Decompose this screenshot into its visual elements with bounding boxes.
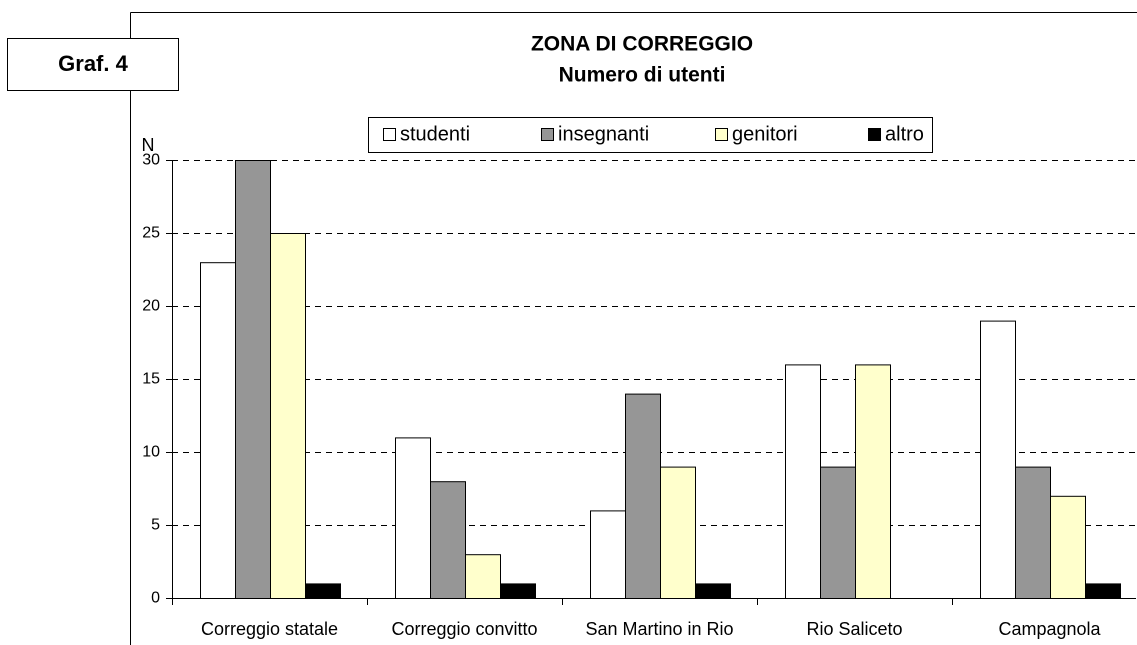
label-box bbox=[7, 38, 179, 91]
y-axis-label: N bbox=[142, 135, 155, 155]
bar bbox=[590, 510, 626, 599]
bar bbox=[695, 583, 731, 600]
legend-label: insegnanti bbox=[558, 123, 649, 145]
bar bbox=[430, 481, 466, 600]
bar bbox=[305, 583, 341, 600]
bar bbox=[980, 320, 1016, 599]
y-tick-label: 20 bbox=[142, 298, 160, 315]
x-tick-label: Correggio convitto bbox=[391, 619, 537, 639]
x-tick-label: Correggio statale bbox=[201, 619, 338, 639]
x-tick-label: Rio Saliceto bbox=[806, 619, 902, 639]
bar bbox=[785, 364, 821, 599]
bar bbox=[820, 466, 856, 599]
y-tick-label: 0 bbox=[151, 590, 160, 607]
bar bbox=[235, 160, 271, 599]
bar bbox=[465, 554, 501, 600]
legend-swatch bbox=[541, 128, 554, 141]
legend-label: genitori bbox=[732, 123, 798, 145]
y-tick-label: 10 bbox=[142, 444, 160, 461]
y-tick-label: 15 bbox=[142, 371, 160, 388]
chart-label: Graf. 4 bbox=[58, 51, 128, 76]
bar bbox=[395, 437, 431, 599]
bar bbox=[200, 262, 236, 599]
legend-swatch bbox=[383, 128, 396, 141]
y-tick-label: 30 bbox=[142, 152, 160, 169]
legend-label: altro bbox=[885, 123, 924, 145]
x-tick-label: San Martino in Rio bbox=[585, 619, 733, 639]
bar bbox=[660, 466, 696, 599]
y-tick-label: 5 bbox=[151, 517, 160, 534]
bar bbox=[1050, 495, 1086, 599]
bar bbox=[1015, 466, 1051, 599]
legend-swatch bbox=[715, 128, 728, 141]
legend-label: studenti bbox=[400, 123, 470, 145]
chart-title: ZONA DI CORREGGIO bbox=[531, 33, 753, 56]
bar bbox=[1085, 583, 1121, 600]
bar bbox=[500, 583, 536, 600]
legend-swatch bbox=[868, 128, 881, 141]
x-tick-label: Campagnola bbox=[998, 619, 1101, 639]
bar bbox=[855, 364, 891, 599]
bar bbox=[625, 393, 661, 599]
bar bbox=[270, 233, 306, 599]
chart-subtitle: Numero di utenti bbox=[559, 64, 726, 87]
legend bbox=[368, 117, 933, 153]
y-tick-label: 25 bbox=[142, 225, 160, 242]
